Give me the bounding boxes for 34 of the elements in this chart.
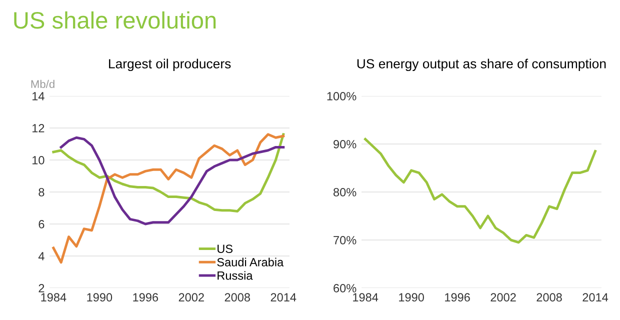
legend-label: Saudi Arabia <box>217 258 284 266</box>
y-tick-label: 70% <box>334 236 356 244</box>
y-tick-label: 10 <box>32 156 44 164</box>
x-tick-label: 1990 <box>87 293 112 302</box>
y-tick-label: 8 <box>38 188 44 196</box>
x-tick-label: 2008 <box>536 293 562 302</box>
y-tick-label: 80% <box>334 188 356 196</box>
y-tick-label: 6 <box>38 220 44 228</box>
line-series <box>52 133 285 212</box>
chart-subtitle: Largest oil producers <box>109 58 231 72</box>
chart-title: US shale revolution <box>14 11 216 29</box>
chart-title: US energy output as share of consumption <box>357 58 606 72</box>
x-tick-label: 1984 <box>41 293 66 302</box>
x-tick-label: 1984 <box>353 293 378 302</box>
line-series <box>60 136 285 226</box>
legend-label: US <box>218 244 233 254</box>
x-tick-label: 2014 <box>582 293 608 302</box>
y-tick-label: 12 <box>32 124 44 132</box>
x-tick-label: 2008 <box>224 293 250 302</box>
x-tick-label: 1996 <box>445 293 470 302</box>
y-tick-label: 2 <box>38 284 44 292</box>
x-tick-label: 2002 <box>178 293 204 302</box>
x-tick-label: 1996 <box>133 293 158 302</box>
x-tick-label: 1990 <box>399 293 424 302</box>
x-tick-label: 2014 <box>270 293 296 302</box>
y-tick-label: 4 <box>38 252 44 260</box>
y-tick-label: 100% <box>327 92 356 100</box>
line-series <box>364 138 597 244</box>
y-axis-title: Mb/d <box>31 80 54 88</box>
legend-label: Russia <box>218 271 253 280</box>
x-tick-label: 2002 <box>490 293 516 302</box>
y-tick-label: 90% <box>334 140 356 148</box>
y-tick-label: 14 <box>32 92 44 100</box>
y-tick-label: 60% <box>334 284 356 292</box>
